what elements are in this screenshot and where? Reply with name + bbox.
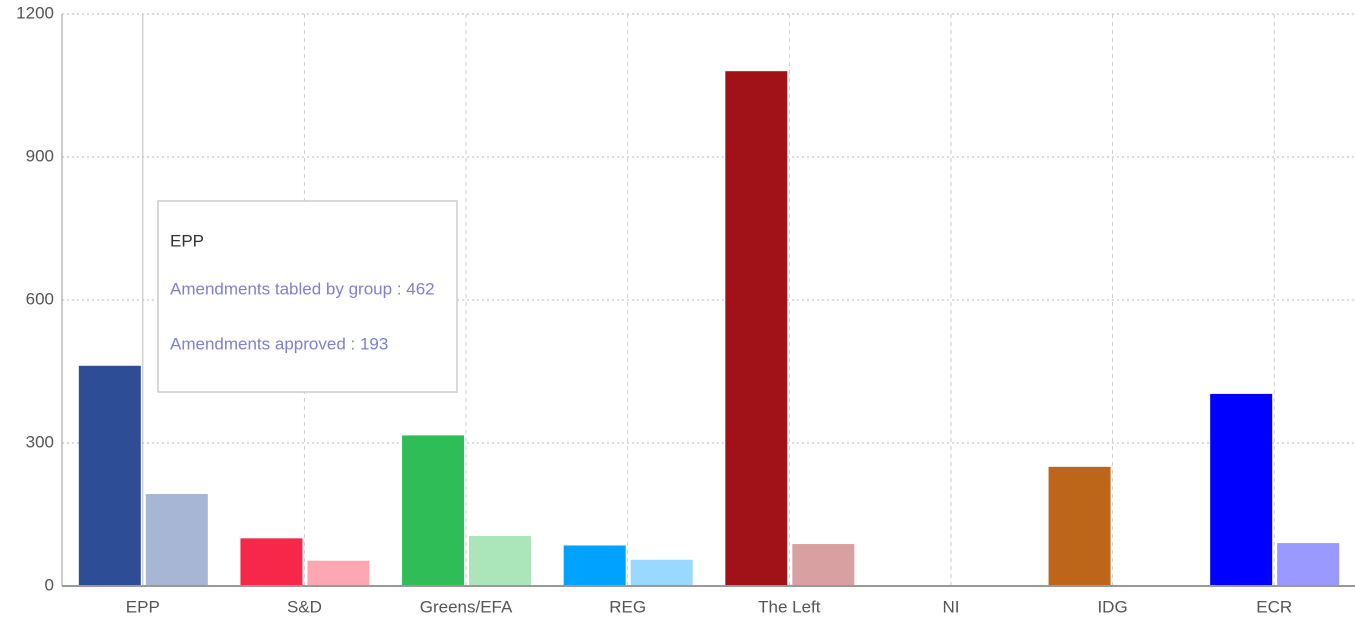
tooltip-line: Amendments approved : 193 <box>170 334 388 353</box>
x-tick-label: S&D <box>287 597 322 616</box>
x-tick-label: NI <box>942 597 959 616</box>
tooltip-title: EPP <box>170 231 204 250</box>
y-tick-label: 900 <box>26 146 54 165</box>
x-tick-label: REG <box>609 597 646 616</box>
y-tick-label: 600 <box>26 289 54 308</box>
bar <box>1048 466 1111 586</box>
bar <box>240 538 303 586</box>
bar <box>307 560 370 586</box>
bar <box>402 435 465 586</box>
x-tick-label: ECR <box>1256 597 1292 616</box>
x-tick-label: IDG <box>1097 597 1127 616</box>
y-tick-label: 300 <box>26 432 54 451</box>
y-tick-label: 1200 <box>16 3 54 22</box>
bar <box>1277 543 1340 586</box>
bar <box>563 545 626 586</box>
bar <box>630 559 693 586</box>
bar <box>145 494 208 586</box>
bar <box>725 71 788 586</box>
tooltip-line: Amendments tabled by group : 462 <box>170 279 435 298</box>
tooltip-box <box>157 200 458 393</box>
bar <box>469 535 532 586</box>
x-tick-label: The Left <box>758 597 821 616</box>
y-tick-label: 0 <box>45 575 54 594</box>
bar <box>1210 393 1273 586</box>
x-tick-label: Greens/EFA <box>420 597 513 616</box>
x-tick-label: EPP <box>126 597 160 616</box>
bar <box>792 544 855 586</box>
bar <box>78 365 141 586</box>
